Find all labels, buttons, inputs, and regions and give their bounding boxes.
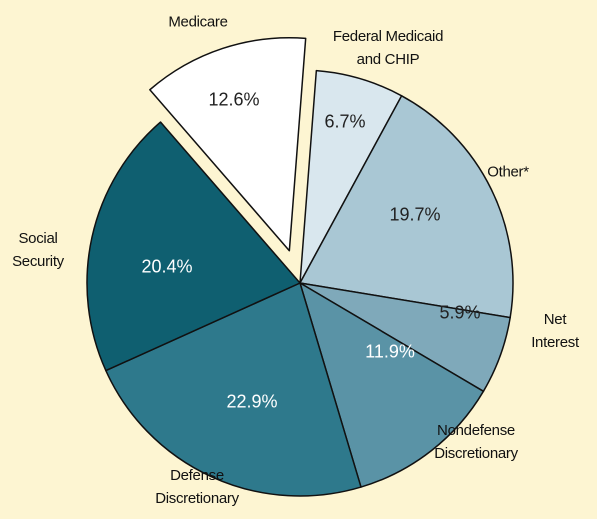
pie-slice [149,37,307,252]
value-label: 20.4% [141,256,193,277]
value-label: 22.9% [226,391,278,412]
slice-label: Federal Medicaid and CHIP [332,28,444,68]
value-label: 6.7% [324,111,366,132]
value-label: 12.6% [208,89,260,110]
slice-label: Defense Discretionary [155,467,239,507]
value-label: 5.9% [439,302,481,323]
pie-slice [105,282,362,497]
value-label: 19.7% [389,204,441,225]
slice-label: Nondefense Discretionary [434,422,518,462]
slice-label: Medicare [168,13,228,31]
pie-slice [299,95,514,319]
pie-slice [86,121,301,372]
value-label: 11.9% [365,341,415,362]
slice-label: Social Security [12,230,64,270]
slice-label: Net Interest [531,311,579,351]
slice-label: Other* [487,163,529,181]
